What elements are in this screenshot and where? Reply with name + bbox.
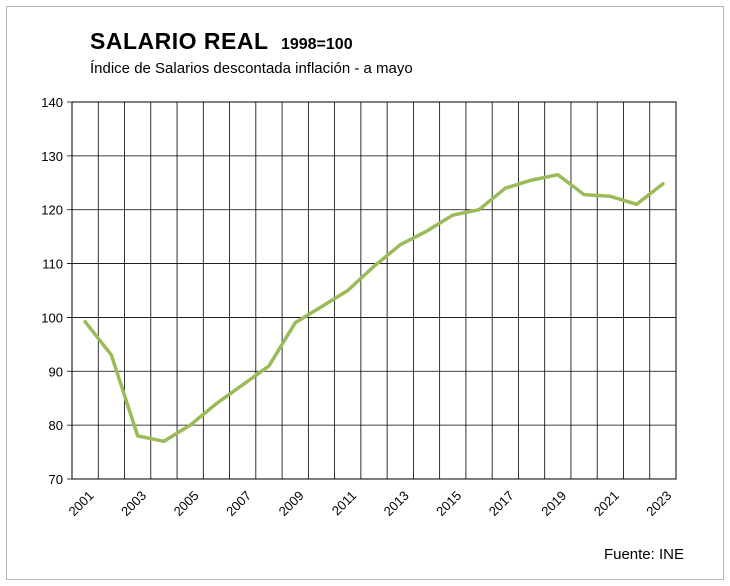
data-point	[661, 182, 665, 186]
y-tick-label: 80	[49, 418, 63, 433]
series-line	[83, 172, 665, 444]
data-point	[346, 288, 350, 293]
data-point	[556, 173, 560, 177]
data-point	[267, 364, 271, 368]
y-tick-label: 120	[41, 203, 63, 218]
chart-title: SALARIO REAL	[90, 28, 269, 54]
data-point	[214, 402, 219, 406]
x-tick-label: 2011	[329, 488, 359, 518]
x-tick-label: 2015	[433, 488, 464, 519]
data-point	[162, 439, 166, 443]
data-point	[424, 229, 429, 233]
data-point	[293, 321, 297, 325]
data-point	[136, 434, 140, 438]
data-point	[188, 423, 192, 427]
y-tick-label: 70	[49, 472, 63, 487]
data-point	[83, 320, 87, 324]
data-point	[635, 202, 639, 206]
x-tick-label: 2007	[223, 488, 254, 519]
y-tick-label: 100	[41, 310, 63, 325]
y-tick-label: 130	[41, 149, 63, 164]
data-point	[582, 193, 586, 197]
data-point	[608, 194, 612, 198]
x-tick-label: 2013	[381, 488, 412, 519]
data-point	[477, 208, 481, 212]
x-tick-label: 2019	[538, 488, 569, 519]
chart-title-row: SALARIO REAL 1998=100	[90, 28, 353, 55]
data-point	[241, 383, 245, 387]
y-tick-label: 140	[41, 95, 63, 110]
x-tick-label: 2001	[66, 488, 97, 519]
chart-title-base: 1998=100	[280, 36, 353, 53]
plot-area-border	[71, 101, 677, 480]
data-point	[451, 213, 455, 217]
data-point	[503, 186, 507, 190]
x-tick-label: 2023	[643, 488, 674, 519]
x-tick-label: 2003	[118, 488, 149, 519]
chart-source: Fuente: INE	[603, 546, 684, 563]
data-point	[319, 305, 324, 309]
y-tick-label: 90	[49, 364, 63, 379]
data-point	[372, 264, 376, 268]
y-tick-label: 110	[42, 257, 63, 272]
data-point	[529, 178, 534, 182]
data-point	[109, 353, 113, 357]
data-point	[398, 243, 402, 247]
x-tick-label: 2005	[171, 488, 202, 519]
x-tick-label: 2021	[591, 488, 622, 519]
x-tick-label: 2017	[486, 488, 517, 519]
x-tick-label: 2009	[276, 488, 307, 519]
chart-subtitle: Índice de Salarios descontada inflación …	[90, 60, 413, 77]
